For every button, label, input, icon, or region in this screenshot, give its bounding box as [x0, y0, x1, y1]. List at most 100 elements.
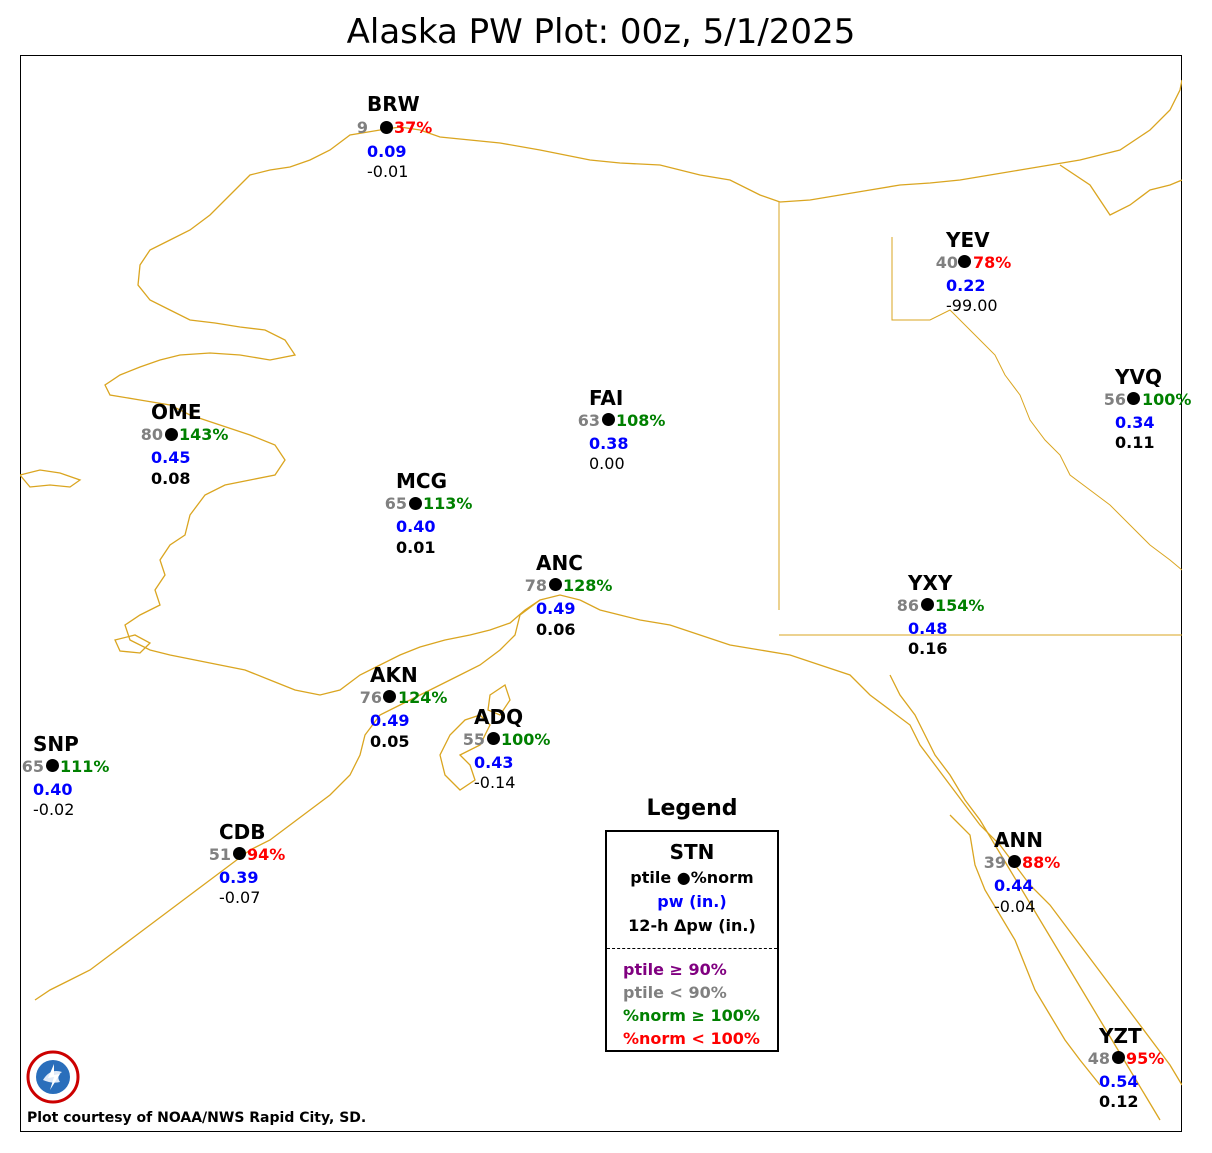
- legend-dpw: 12-h Δpw (in.): [628, 916, 756, 935]
- percentile-value: 9: [356, 118, 368, 137]
- percentile-value: 65: [21, 757, 44, 776]
- delta-pw-value: 0.16: [908, 639, 948, 658]
- panhandle-islands: [949, 814, 1101, 1086]
- percentile-value: 55: [462, 730, 485, 749]
- station-id: OME: [151, 400, 202, 424]
- pw-value: 0.38: [589, 434, 629, 453]
- kodiak-island-2: [487, 683, 511, 716]
- station-dot: [602, 413, 615, 426]
- station-id: CDB: [219, 820, 266, 844]
- plot-title: Alaska PW Plot: 00z, 5/1/2025: [346, 12, 856, 52]
- percent-normal-value: 128%: [563, 576, 613, 595]
- nws-logo-icon: [26, 1050, 80, 1104]
- percent-normal-value: 154%: [935, 596, 985, 615]
- delta-pw-value: 0.00: [589, 454, 625, 473]
- delta-pw-value: -0.04: [994, 897, 1036, 916]
- percent-normal-value: 95%: [1126, 1049, 1165, 1068]
- legend-ptile-high: ptile ≥ 90%: [623, 960, 727, 979]
- station-dot: [233, 847, 246, 860]
- pw-value: 0.39: [219, 868, 259, 887]
- delta-pw-value: 0.12: [1099, 1092, 1139, 1111]
- station-id: AKN: [370, 663, 418, 687]
- legend-pw: pw (in.): [657, 892, 727, 911]
- station-dot: [46, 759, 59, 772]
- station-id: ANC: [536, 551, 583, 575]
- peninsula-south: [34, 599, 541, 1001]
- percentile-value: 76: [359, 688, 382, 707]
- station-dot: [165, 428, 178, 441]
- kodiak-island: [439, 714, 491, 791]
- delta-pw-value: 0.06: [536, 620, 576, 639]
- pw-value: 0.40: [33, 780, 73, 799]
- station-dot: [383, 690, 396, 703]
- pw-value: 0.49: [536, 599, 576, 618]
- station-id: MCG: [396, 469, 447, 493]
- percent-normal-value: 88%: [1022, 853, 1061, 872]
- pw-value: 0.43: [474, 753, 514, 772]
- percent-normal-value: 124%: [398, 688, 448, 707]
- st-lawrence-island: [20, 469, 82, 488]
- percentile-value: 65: [384, 494, 407, 513]
- percentile-value: 39: [983, 853, 1006, 872]
- percent-normal-value: 94%: [247, 845, 286, 864]
- map-frame: [20, 55, 1182, 1132]
- percentile-value: 51: [208, 845, 231, 864]
- delta-pw-value: 0.05: [370, 732, 410, 751]
- legend-ptile-norm: ptile ●%norm: [630, 868, 754, 887]
- percent-normal-value: 108%: [616, 411, 666, 430]
- percentile-value: 86: [896, 596, 919, 615]
- arctic-coastline: [104, 126, 781, 696]
- yt-nwt-border: [891, 237, 1182, 571]
- percentile-value: 80: [140, 425, 163, 444]
- station-dot: [1112, 1051, 1125, 1064]
- delta-pw-value: 0.01: [396, 538, 436, 557]
- percentile-value: 40: [935, 253, 958, 272]
- pw-value: 0.45: [151, 448, 191, 467]
- legend-divider: [607, 948, 777, 949]
- delta-pw-value: -0.07: [219, 888, 261, 907]
- peninsula-coastline: [579, 599, 1182, 1086]
- station-id: ADQ: [474, 705, 524, 729]
- pw-value: 0.48: [908, 619, 948, 638]
- pw-value: 0.34: [1115, 413, 1155, 432]
- pw-value: 0.40: [396, 517, 436, 536]
- pw-value: 0.44: [994, 876, 1034, 895]
- station-id: ANN: [994, 828, 1043, 852]
- percent-normal-value: 100%: [501, 730, 551, 749]
- station-id: YVQ: [1115, 365, 1162, 389]
- pw-value: 0.09: [367, 142, 407, 161]
- station-id: YEV: [946, 228, 990, 252]
- legend-norm-low: %norm < 100%: [623, 1029, 760, 1048]
- station-dot: [549, 578, 562, 591]
- pw-value: 0.22: [946, 276, 986, 295]
- station-id: FAI: [589, 386, 624, 410]
- percent-normal-value: 78%: [973, 253, 1012, 272]
- legend-box: STN ptile ●%norm pw (in.) 12-h Δpw (in.)…: [605, 830, 779, 1052]
- station-dot: [1008, 855, 1021, 868]
- delta-pw-value: -99.00: [946, 296, 998, 315]
- percentile-value: 56: [1103, 390, 1126, 409]
- percentile-value: 63: [577, 411, 600, 430]
- percent-normal-value: 100%: [1142, 390, 1192, 409]
- station-id: YXY: [908, 571, 953, 595]
- pw-value: 0.54: [1099, 1072, 1139, 1091]
- percent-normal-value: 113%: [423, 494, 473, 513]
- station-dot: [958, 255, 971, 268]
- pw-value: 0.49: [370, 711, 410, 730]
- percentile-value: 78: [524, 576, 547, 595]
- percent-normal-value: 143%: [179, 425, 229, 444]
- yukon-coast: [779, 79, 1182, 203]
- station-dot: [1127, 392, 1140, 405]
- station-dot: [487, 732, 500, 745]
- delta-pw-value: -0.14: [474, 773, 516, 792]
- delta-pw-value: 0.08: [151, 469, 191, 488]
- legend-norm-high: %norm ≥ 100%: [623, 1006, 760, 1025]
- panhandle-inner: [889, 674, 1161, 1121]
- percent-normal-value: 37%: [394, 118, 433, 137]
- delta-pw-value: 0.11: [1115, 433, 1155, 452]
- credit-text: Plot courtesy of NOAA/NWS Rapid City, SD…: [27, 1110, 367, 1126]
- alaska-coastline-map: [20, 79, 1182, 1121]
- station-id: SNP: [33, 732, 79, 756]
- legend-title: Legend: [646, 796, 738, 821]
- mackenzie-delta: [1059, 164, 1182, 216]
